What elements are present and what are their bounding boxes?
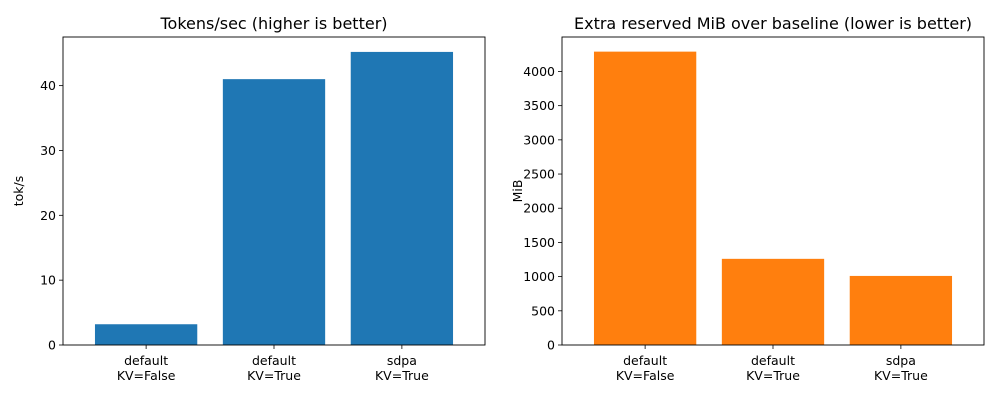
chart-title: Tokens/sec (higher is better) [159, 14, 387, 33]
x-tick-label-line: default [124, 353, 168, 368]
y-axis-label: tok/s [11, 176, 26, 207]
y-tick-label: 3000 [523, 132, 555, 147]
x-tick-label-line: default [751, 353, 795, 368]
y-tick-label: 0 [547, 338, 555, 353]
chart-title: Extra reserved MiB over baseline (lower … [574, 14, 972, 33]
x-tick-label-line: sdpa [886, 353, 916, 368]
axes-frame [561, 36, 985, 346]
x-tick-label-line: KV=True [247, 368, 301, 383]
bar-3 [849, 275, 953, 345]
x-tick-label: default KV=True [746, 353, 800, 383]
x-tick-label-line: default [623, 353, 667, 368]
y-tick-label: 10 [40, 273, 56, 288]
x-tick-label-line: KV=True [874, 368, 928, 383]
bar-3 [350, 51, 454, 345]
y-tick-label: 0 [48, 338, 56, 353]
y-axis-label: MiB [510, 180, 525, 203]
chart-2: Extra reserved MiB over baseline (lower … [510, 14, 985, 383]
x-tick-label: default KV=True [247, 353, 301, 383]
chart-1: Tokens/sec (higher is better)default KV=F… [11, 14, 486, 383]
y-tick-label: 2000 [523, 201, 555, 216]
y-tick-label: 500 [531, 303, 555, 318]
x-tick-label-line: KV=False [616, 368, 675, 383]
y-tick-label: 4000 [523, 64, 555, 79]
y-tick-label: 30 [40, 143, 56, 158]
y-tick-label: 40 [40, 78, 56, 93]
x-tick-label: sdpa KV=True [874, 353, 928, 383]
x-tick-label-line: KV=True [746, 368, 800, 383]
y-tick-label: 3500 [523, 98, 555, 113]
x-tick-label-line: KV=False [117, 368, 176, 383]
y-tick-label: 1500 [523, 235, 555, 250]
x-tick-label: sdpa KV=True [375, 353, 429, 383]
x-tick-label-line: KV=True [375, 368, 429, 383]
x-tick-label: default KV=False [117, 353, 176, 383]
bar-1 [593, 51, 697, 346]
x-tick-label-line: default [252, 353, 296, 368]
x-tick-label-line: sdpa [387, 353, 417, 368]
bar-1 [94, 324, 198, 345]
y-tick-label: 20 [40, 208, 56, 223]
y-tick-label: 1000 [523, 269, 555, 284]
bar-2 [222, 79, 326, 345]
bar-2 [721, 258, 825, 345]
axes-frame [62, 36, 486, 346]
x-tick-label: default KV=False [616, 353, 675, 383]
y-tick-label: 2500 [523, 167, 555, 182]
